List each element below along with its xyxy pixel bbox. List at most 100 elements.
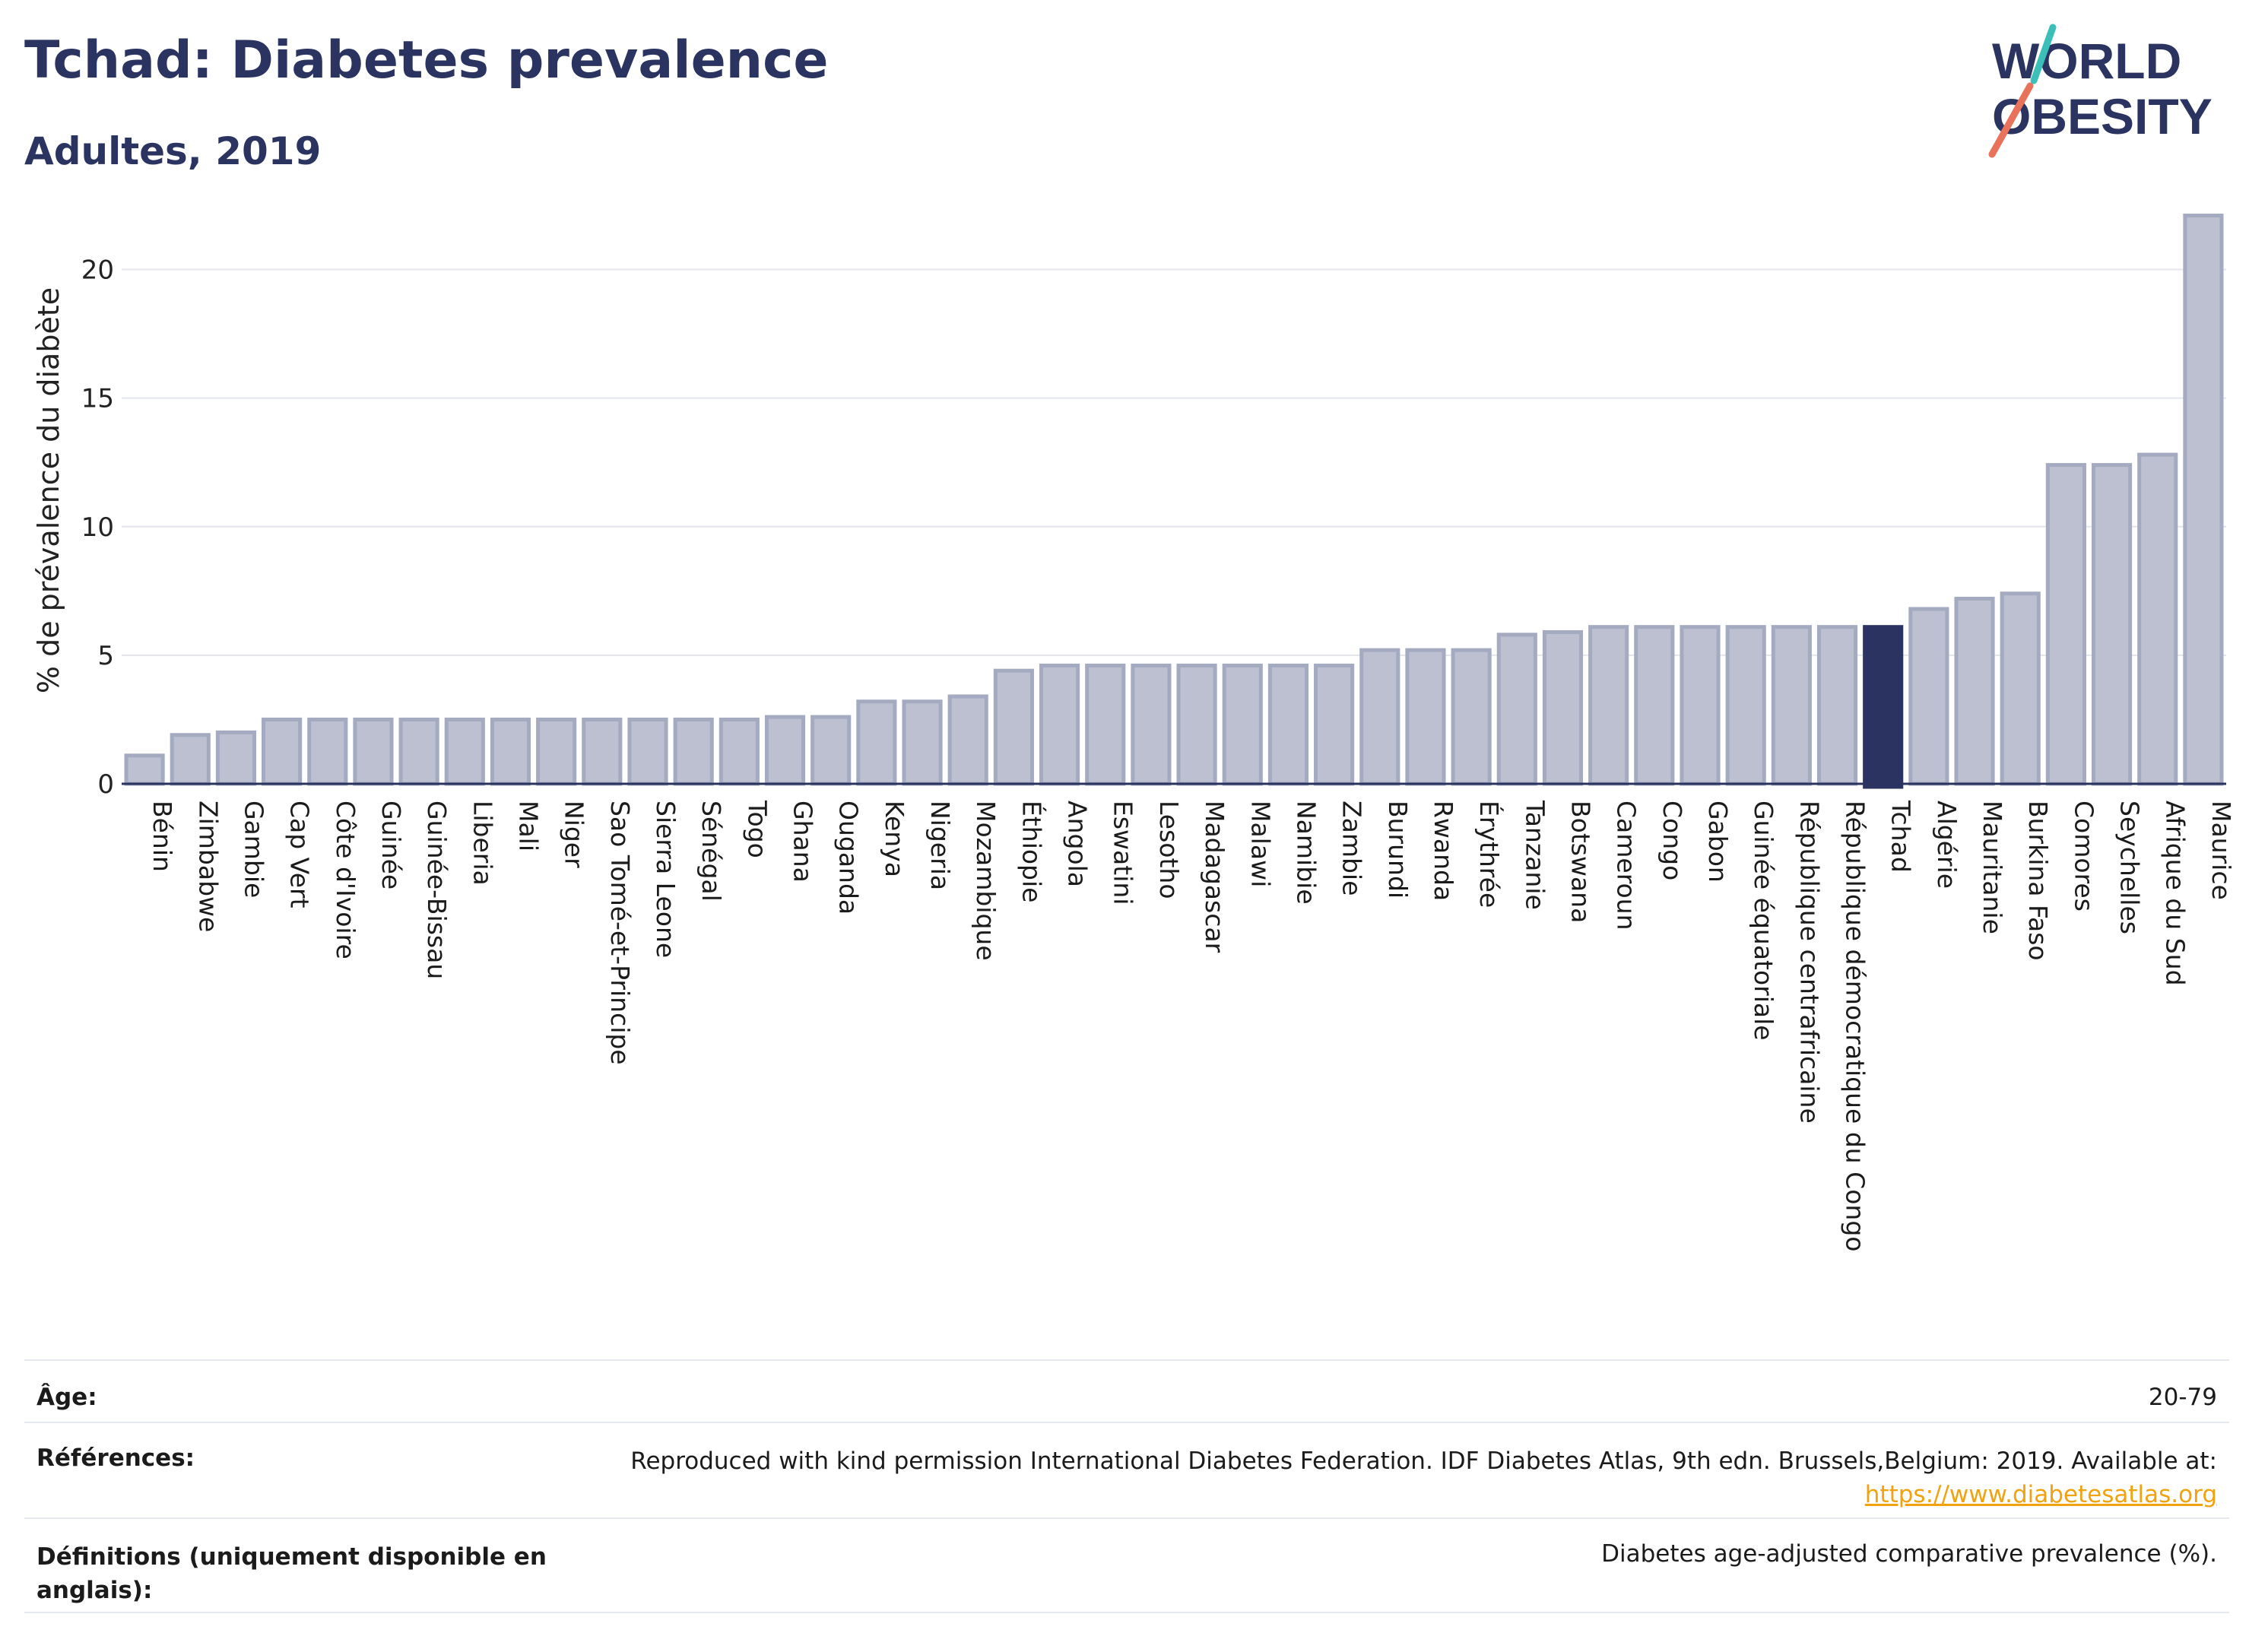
- bar: [1588, 625, 1629, 786]
- logo-line1: WORLD: [1992, 33, 2181, 89]
- x-tick-label: Côte d'Ivoire: [331, 801, 360, 959]
- logo-line2: OBESITY: [1992, 88, 2213, 144]
- bar: [1816, 625, 1858, 786]
- x-tick-label: Cap Vert: [285, 801, 315, 908]
- x-tick-label: Liberia: [468, 801, 497, 886]
- bar: [718, 717, 760, 786]
- x-tick-label: Lesotho: [1154, 801, 1184, 899]
- bar: [444, 717, 485, 786]
- x-tick-label: Sénégal: [696, 801, 726, 902]
- bar: [490, 717, 531, 786]
- y-tick-label: 15: [81, 384, 114, 414]
- x-tick-label: Sierra Leone: [651, 801, 680, 958]
- bar: [1863, 625, 1904, 789]
- bar: [947, 694, 988, 786]
- bar: [2137, 452, 2178, 786]
- y-tick-label: 5: [97, 641, 114, 671]
- bar: [1680, 625, 1721, 786]
- x-tick-label: République centrafricaine: [1794, 801, 1824, 1124]
- y-tick-label: 20: [81, 255, 114, 286]
- bar-chart: 0 5 10 15 20 Bénin Zimbabwe Gambie Cap Vert Côte …: [81, 214, 2236, 1251]
- x-tick-label: République démocratique du Congo: [1841, 801, 1870, 1251]
- x-tick-label: Rwanda: [1429, 801, 1458, 901]
- logo-slash-teal: [2030, 24, 2057, 84]
- x-tick-label: Zambie: [1337, 801, 1367, 896]
- bar: [1359, 648, 1400, 786]
- bar: [764, 715, 806, 786]
- x-tick-label: Algérie: [1932, 801, 1962, 889]
- chart-title: Tchad: Diabetes prevalence: [24, 30, 829, 90]
- x-tick-label: Togo: [742, 800, 772, 858]
- bar: [124, 753, 165, 786]
- x-tick-label: Maurice: [2206, 801, 2236, 900]
- world-obesity-logo: WORLD OBESITY: [1988, 24, 2213, 158]
- x-tick-label: Éthiopie: [1017, 801, 1047, 902]
- x-tick-label: Érythrée: [1474, 801, 1505, 908]
- bar: [170, 733, 211, 786]
- age-label: Âge:: [36, 1384, 97, 1411]
- bar: [810, 715, 852, 786]
- bar: [536, 717, 577, 786]
- y-tick-label: 0: [97, 769, 114, 800]
- x-tick-label: Guinée-Bissau: [422, 801, 452, 979]
- x-tick-label: Eswatini: [1109, 801, 1138, 905]
- bar: [582, 717, 623, 786]
- x-tick-label: Nigeria: [925, 801, 955, 890]
- bar: [1908, 607, 1949, 786]
- bar: [993, 668, 1034, 786]
- x-tick-label: Burkina Faso: [2023, 801, 2053, 961]
- bar: [1405, 648, 1446, 786]
- bar: [353, 717, 394, 786]
- bar: [262, 717, 303, 786]
- x-tick-label: Sao Tomé-et-Principe: [605, 801, 635, 1065]
- x-tick-label: Tanzanie: [1520, 800, 1550, 910]
- references-text: Reproduced with kind permission Internat…: [630, 1447, 2217, 1475]
- bar: [307, 717, 348, 786]
- bar: [1771, 625, 1812, 786]
- bar: [1176, 663, 1217, 786]
- definitions-label: Définitions (uniquement disponible en an…: [36, 1543, 547, 1604]
- info-row-references: Références: Reproduced with kind permiss…: [24, 1422, 2229, 1519]
- x-tick-label: Zimbabwe: [193, 801, 223, 932]
- x-tick-label: Guinée: [376, 801, 406, 889]
- x-tick-label: Seychelles: [2115, 801, 2145, 934]
- x-tick-label: Madagascar: [1200, 801, 1229, 953]
- bar: [2045, 463, 2086, 786]
- x-tick-label: Gambie: [239, 801, 268, 898]
- x-tick-label: Congo: [1657, 801, 1687, 880]
- bar: [398, 717, 439, 786]
- x-tick-label: Malawi: [1245, 801, 1275, 887]
- bar: [1496, 633, 1537, 786]
- x-tick-label: Ghana: [788, 801, 818, 883]
- bar: [1085, 663, 1126, 786]
- bar: [1039, 663, 1080, 786]
- logo-slash-coral: [1988, 82, 2034, 158]
- bar: [1222, 663, 1263, 786]
- info-row-definitions: Définitions (uniquement disponible en an…: [24, 1517, 2229, 1613]
- bar: [1954, 596, 1995, 786]
- x-tick-label: Cameroun: [1612, 801, 1642, 931]
- x-tick-label: Afrique du Sud: [2161, 801, 2190, 986]
- x-tick-label: Kenya: [880, 801, 909, 877]
- x-tick-label: Mali: [513, 801, 543, 851]
- bar: [627, 717, 668, 786]
- bar: [215, 730, 257, 786]
- bar: [1451, 648, 1492, 786]
- info-table: Âge: 20-79 Références: Reproduced with k…: [24, 1359, 2229, 1618]
- bar: [1634, 625, 1675, 786]
- bar: [1131, 663, 1172, 786]
- references-link[interactable]: https://www.diabetesatlas.org: [1864, 1481, 2217, 1508]
- bar: [856, 699, 897, 786]
- x-tick-label: Niger: [560, 801, 589, 868]
- x-tick-label: Burundi: [1383, 801, 1413, 899]
- x-tick-label: Tchad: [1886, 800, 1916, 873]
- x-tick-label: Botswana: [1565, 801, 1595, 923]
- bar: [1267, 663, 1309, 786]
- bar: [1314, 663, 1355, 786]
- x-tick-label: Guinée équatoriale: [1749, 801, 1778, 1041]
- chart-subtitle: Adultes, 2019: [24, 129, 322, 173]
- bar: [2000, 591, 2041, 786]
- bar: [902, 699, 943, 786]
- bar: [2091, 463, 2133, 786]
- x-tick-label: Bénin: [148, 801, 177, 872]
